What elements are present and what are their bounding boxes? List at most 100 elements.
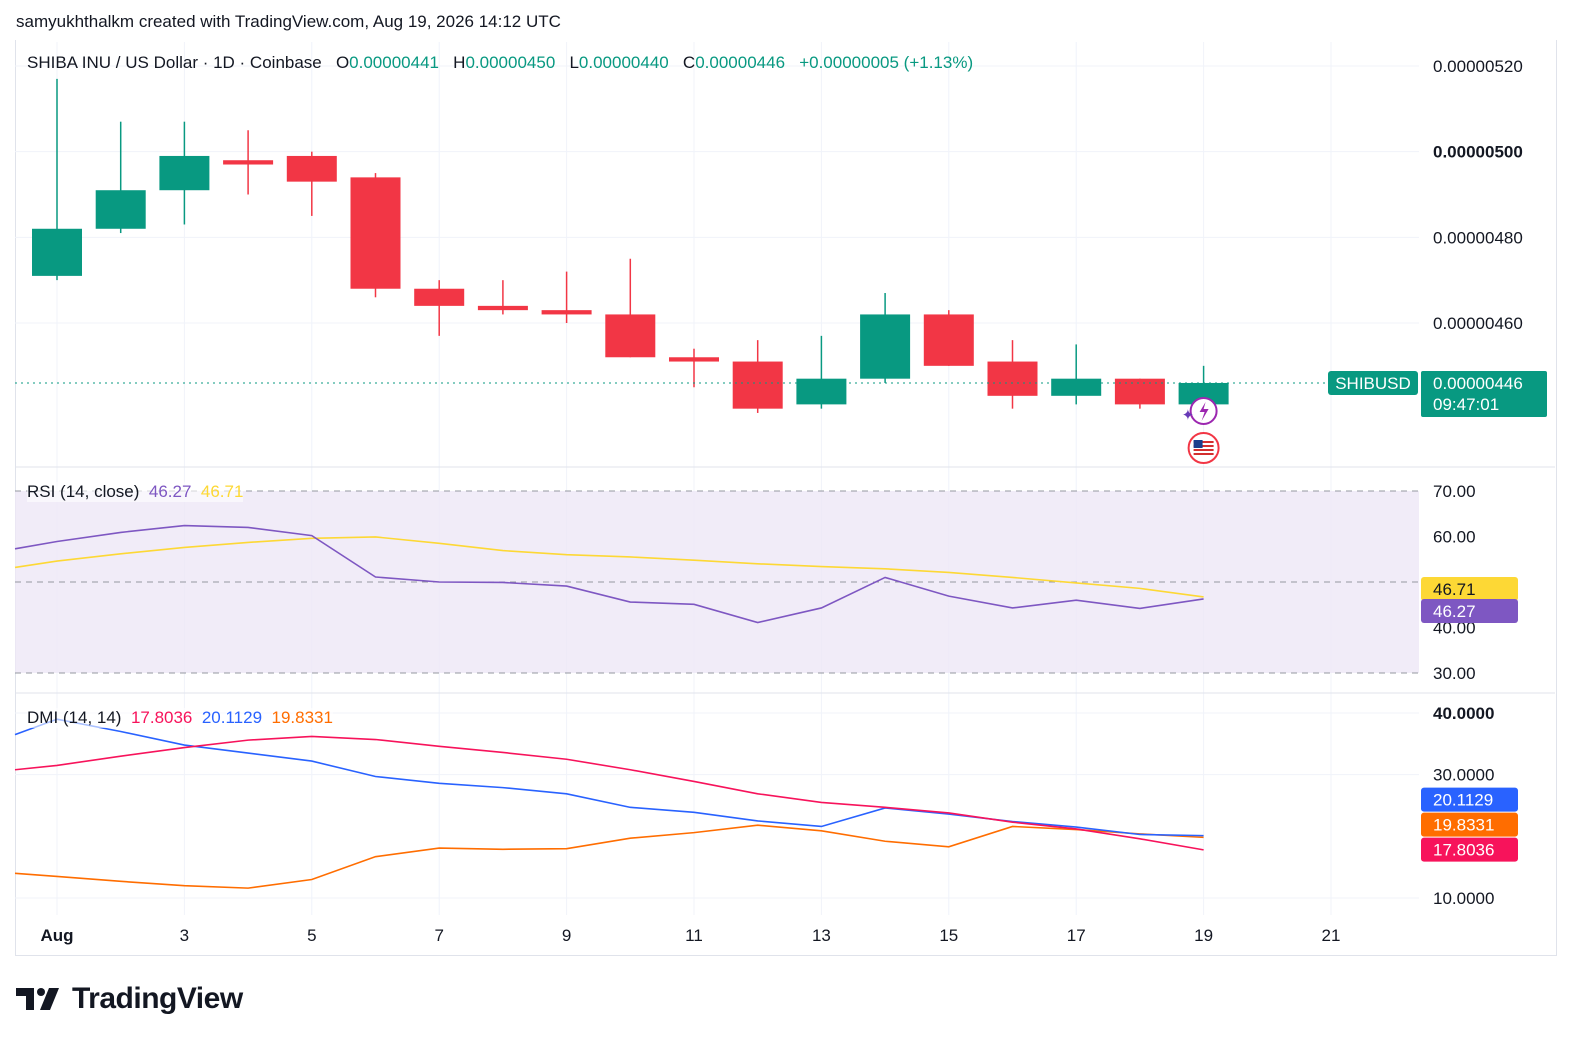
adx-value: 17.8036	[130, 708, 193, 727]
candle	[223, 130, 274, 195]
open-label: O	[335, 53, 350, 72]
main-legend: SHIBA INU / US Dollar · 1D · Coinbase O0…	[27, 53, 973, 73]
rsi-tick-label: 30.00	[1433, 664, 1476, 683]
candle-body	[1114, 378, 1165, 405]
adx-line	[14, 735, 1204, 851]
candle-body	[414, 288, 465, 306]
chart-credit: samyukhthalkm created with TradingView.c…	[16, 12, 561, 31]
candle	[95, 121, 146, 234]
candle-body	[605, 314, 656, 358]
candle	[1114, 378, 1165, 409]
rsi-ma-line	[14, 536, 1204, 598]
candle	[159, 121, 210, 225]
x-tick-label: Aug	[40, 926, 73, 945]
rsi-tick-label: 70.00	[1433, 482, 1476, 501]
candle-body	[860, 314, 911, 379]
candle	[923, 310, 974, 366]
candle	[605, 258, 656, 358]
rsi-legend: RSI (14, close) 46.27 46.71	[27, 482, 244, 502]
x-tick-label: 21	[1322, 926, 1341, 945]
price-tag-value: 0.00000446	[1433, 374, 1523, 393]
high-value: 0.00000450	[465, 53, 556, 72]
rsi-title: RSI (14, close)	[27, 482, 140, 501]
flash-icon: ✦	[1182, 397, 1218, 425]
x-tick-label: 7	[434, 926, 443, 945]
candle	[860, 293, 911, 383]
rsi-tick-label: 40.00	[1433, 619, 1476, 638]
open-value: 0.00000441	[349, 53, 439, 72]
candle	[987, 340, 1038, 409]
event-markers: ✦	[1182, 397, 1220, 464]
candle	[796, 335, 847, 409]
candle	[1051, 344, 1102, 405]
di-minus-line	[14, 824, 1204, 889]
logo-text: TradingView	[72, 982, 243, 1015]
rsi-tick-label: 60.00	[1433, 528, 1476, 547]
x-tick-label: 13	[812, 926, 831, 945]
price-tag-countdown: 09:47:01	[1433, 395, 1499, 414]
candle-body	[350, 177, 401, 289]
rsi-ma-tag: 46.71	[1433, 580, 1476, 599]
di-minus-tag: 19.8331	[1433, 816, 1494, 835]
tv-logo-icon	[16, 988, 59, 1010]
candle	[477, 280, 528, 315]
candlestick-series	[15, 78, 1419, 413]
price-tick-label: 0.00000460	[1433, 314, 1523, 333]
dmi-tick-label: 10.0000	[1433, 889, 1494, 908]
dmi-tick-label: 30.0000	[1433, 766, 1494, 785]
symbol-tag: SHIBUSD	[1335, 374, 1411, 393]
rsi-ma-tag-bg	[1421, 576, 1518, 601]
di-plus-value: 20.1129	[201, 708, 263, 727]
candle-body	[923, 314, 974, 366]
svg-text:✦: ✦	[1182, 407, 1195, 424]
tradingview-logo[interactable]: TradingView	[16, 982, 243, 1016]
adx-tag: 17.8036	[1433, 841, 1494, 860]
price-tick-label: 0.00000480	[1433, 228, 1523, 247]
close-label: C	[682, 53, 696, 72]
rsi-ma-value: 46.71	[200, 482, 244, 501]
candle	[669, 348, 719, 388]
candle-body	[1178, 382, 1229, 405]
symbol-title: SHIBA INU / US Dollar · 1D · Coinbase	[27, 53, 322, 72]
candle	[32, 78, 82, 281]
rsi-value: 46.27	[148, 482, 192, 501]
candle-body	[286, 155, 337, 182]
rsi-tag-bg	[1421, 598, 1518, 623]
candle-body	[223, 160, 274, 165]
close-value: 0.00000446	[695, 53, 786, 72]
candle-body	[541, 310, 592, 315]
candle-body	[1051, 378, 1102, 396]
high-label: H	[453, 53, 466, 72]
candle-body	[95, 190, 146, 229]
x-tick-label: 11	[685, 926, 703, 945]
price-tick-label: 0.00000500	[1433, 143, 1523, 162]
x-tick-label: 9	[562, 926, 571, 945]
change-value: +0.00000005 (+1.13%)	[799, 53, 974, 72]
di-plus-tag: 20.1129	[1433, 791, 1493, 810]
candle-body	[732, 361, 783, 409]
price-tag-bg	[1421, 370, 1547, 417]
value-tags: SHIBUSD 0.00000446 09:47:01 46.71 46.27 20.11…	[1328, 370, 1547, 862]
x-tick-label: 19	[1194, 926, 1213, 945]
low-label: L	[569, 53, 579, 72]
candle	[414, 280, 465, 336]
rsi-line	[14, 524, 1204, 624]
price-axis: 0.00000520 0.00000500 0.00000480 0.00000460…	[1433, 57, 1523, 908]
symbol-tag-bg	[1328, 370, 1418, 395]
rsi-pane	[14, 490, 1419, 674]
price-tick-label: 0.00000520	[1433, 57, 1523, 76]
dmi-tick-label: 40.0000	[1433, 704, 1494, 723]
x-tick-label: 15	[939, 926, 958, 945]
rsi-tag: 46.27	[1433, 602, 1476, 621]
x-tick-label: 17	[1067, 926, 1086, 945]
us-flag-icon	[1187, 432, 1220, 464]
dmi-title: DMI (14, 14)	[27, 708, 122, 727]
x-tick-label: 3	[180, 926, 189, 945]
candle-body	[477, 305, 528, 311]
di-minus-value: 19.8331	[271, 708, 333, 727]
candle	[732, 340, 783, 413]
adx-tag-bg	[1421, 837, 1518, 862]
candle	[350, 173, 401, 298]
di-plus-line	[14, 718, 1204, 837]
